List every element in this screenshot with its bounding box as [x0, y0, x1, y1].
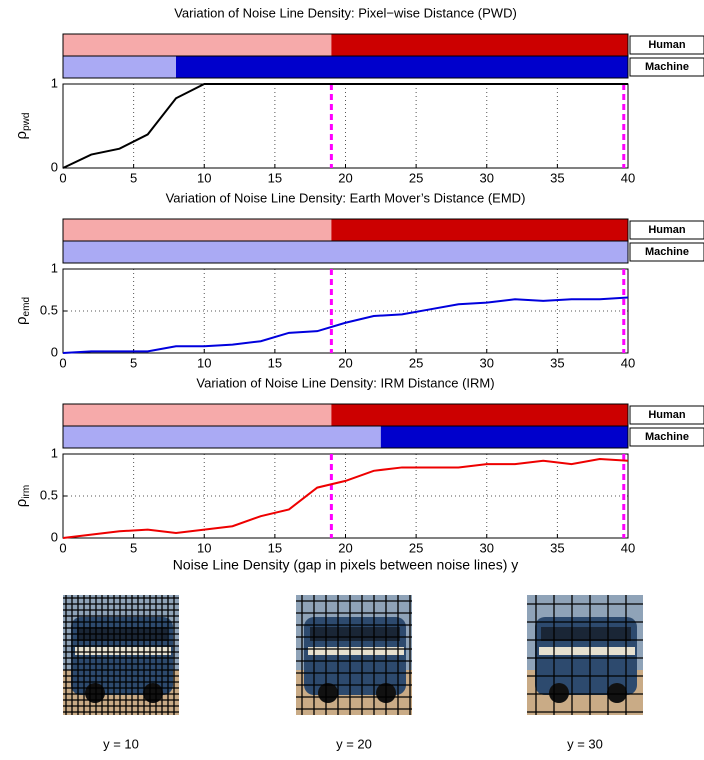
- x-tick-label: 10: [197, 540, 211, 555]
- band-label: Machine: [645, 61, 689, 73]
- image-caption: y = 10: [103, 736, 139, 751]
- x-tick-label: 30: [480, 355, 494, 370]
- x-axis-label: Noise Line Density (gap in pixels betwee…: [173, 557, 519, 573]
- x-tick-label: 30: [480, 540, 494, 555]
- band-light: [63, 241, 628, 263]
- y-tick-label: 1: [51, 75, 58, 90]
- image-wheel: [318, 683, 338, 703]
- x-tick-label: 0: [59, 170, 66, 185]
- image-wheel: [607, 683, 627, 703]
- image-bus-stripe: [75, 647, 171, 655]
- band-dark: [331, 34, 628, 56]
- band-label-box: [629, 35, 704, 55]
- image-wheel: [549, 683, 569, 703]
- band-label-box: [629, 57, 704, 77]
- y-axis-label: ρpwd: [13, 113, 32, 140]
- x-tick-label: 25: [409, 540, 423, 555]
- y-axis-label-subscript: emd: [21, 297, 32, 316]
- x-tick-label: 20: [338, 540, 352, 555]
- band-light: [63, 404, 332, 426]
- y-axis-label-symbol: ρ: [13, 499, 30, 508]
- y-axis-label-symbol: ρ: [13, 131, 30, 140]
- x-tick-label: 0: [59, 355, 66, 370]
- band-light: [63, 219, 332, 241]
- y-tick-label: 0.5: [40, 302, 58, 317]
- band-label-box: [629, 405, 704, 425]
- y-tick-label: 0: [51, 159, 58, 174]
- x-tick-label: 35: [550, 170, 564, 185]
- image-bus-stripe: [308, 647, 404, 655]
- x-tick-label: 10: [197, 170, 211, 185]
- band-label: Human: [648, 224, 686, 236]
- x-tick-label: 20: [338, 355, 352, 370]
- band-label: Human: [648, 39, 686, 51]
- x-tick-label: 40: [621, 170, 635, 185]
- image-caption: y = 20: [336, 736, 372, 751]
- plot-frame: [62, 453, 629, 539]
- x-tick-label: 35: [550, 355, 564, 370]
- band-dark: [176, 56, 628, 78]
- x-tick-label: 40: [621, 540, 635, 555]
- x-tick-label: 5: [130, 355, 137, 370]
- y-axis-label: ρemd: [13, 297, 32, 325]
- y-axis-label-symbol: ρ: [13, 316, 30, 325]
- x-tick-label: 40: [621, 355, 635, 370]
- x-tick-label: 35: [550, 540, 564, 555]
- chart-title: Variation of Noise Line Density: IRM Dis…: [196, 375, 494, 390]
- y-axis-label-subscript: pwd: [21, 113, 32, 131]
- noisy-image: [296, 595, 412, 715]
- y-tick-label: 1: [51, 445, 58, 460]
- band-light: [63, 56, 176, 78]
- band-label: Human: [648, 409, 686, 421]
- y-tick-label: 0: [51, 344, 58, 359]
- image-bus-stripe: [539, 647, 635, 655]
- band-label-box: [629, 220, 704, 240]
- chart-title: Variation of Noise Line Density: Pixel−w…: [174, 5, 517, 20]
- x-tick-label: 30: [480, 170, 494, 185]
- x-tick-label: 20: [338, 170, 352, 185]
- y-tick-label: 0: [51, 529, 58, 544]
- plot-frame: [62, 268, 629, 354]
- band-label: Machine: [645, 246, 689, 258]
- band-frame: [62, 425, 629, 449]
- band-frame: [62, 55, 629, 79]
- x-tick-label: 5: [130, 540, 137, 555]
- x-tick-label: 25: [409, 355, 423, 370]
- band-label-box: [629, 242, 704, 262]
- data-line: [62, 296, 629, 354]
- band-frame: [62, 240, 629, 264]
- band-label-box: [629, 427, 704, 447]
- noisy-image: [527, 595, 643, 715]
- band-label: Machine: [645, 431, 689, 443]
- x-tick-label: 25: [409, 170, 423, 185]
- y-tick-label: 1: [51, 260, 58, 275]
- data-line: [62, 458, 629, 539]
- x-tick-label: 0: [59, 540, 66, 555]
- data-line: [62, 83, 628, 169]
- band-dark: [331, 404, 628, 426]
- x-tick-label: 15: [268, 355, 282, 370]
- band-dark: [380, 426, 628, 448]
- chart-title: Variation of Noise Line Density: Earth M…: [166, 190, 526, 205]
- band-light: [63, 34, 332, 56]
- band-light: [63, 426, 381, 448]
- y-axis-label-subscript: irm: [21, 485, 32, 499]
- x-tick-label: 10: [197, 355, 211, 370]
- noisy-image: [63, 595, 179, 715]
- x-tick-label: 15: [268, 540, 282, 555]
- image-caption: y = 30: [567, 736, 603, 751]
- band-dark: [331, 219, 628, 241]
- y-axis-label: ρirm: [13, 485, 32, 507]
- y-tick-label: 0.5: [40, 487, 58, 502]
- x-tick-label: 15: [268, 170, 282, 185]
- x-tick-label: 5: [130, 170, 137, 185]
